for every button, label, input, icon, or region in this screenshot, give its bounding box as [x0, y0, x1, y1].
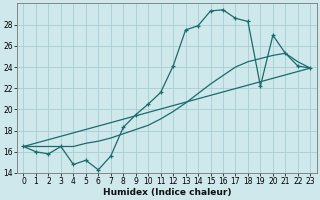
X-axis label: Humidex (Indice chaleur): Humidex (Indice chaleur) — [103, 188, 231, 197]
